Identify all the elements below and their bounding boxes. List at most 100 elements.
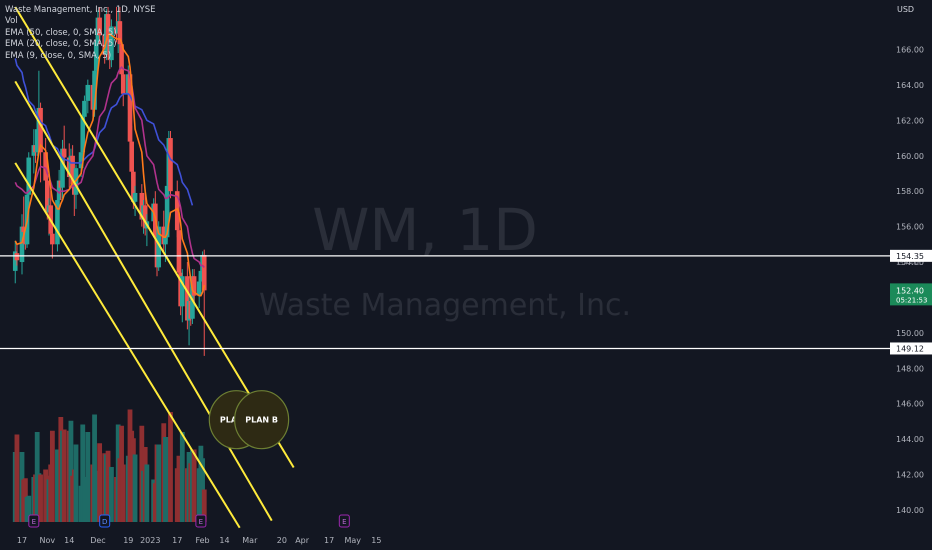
volume-bar [97,443,103,522]
countdown-label: 05:21:53 [896,296,927,304]
volume-bar [168,412,173,522]
candle-body [34,129,40,153]
candle-body [132,192,138,202]
candle-body [131,171,136,202]
volume-bar [80,424,86,522]
candle-body [198,270,204,282]
price-tick-label: 166.00 [896,46,924,55]
price-tick-label: 144.00 [896,435,924,444]
time-tick-label: May [344,536,361,545]
time-tick-label: Mar [242,536,258,545]
candle-body [45,180,50,213]
volume-bar [132,454,138,522]
candle-body [120,74,126,94]
candle-body [55,200,60,245]
candle-body [80,116,86,153]
time-axis[interactable]: 17 Nov 14 Dec 19 2023 17 Feb 14 Mar 20 Apr 17 May 15 [17,536,382,545]
candle-body [185,276,190,321]
time-tick-label: 19 [123,536,133,545]
legend-ema-20[interactable]: EMA (20, close, 0, SMA, 5) [5,39,117,50]
candle-body [201,254,207,291]
volume-bar [179,432,185,522]
candle-body [168,138,173,192]
legend-ema-50[interactable]: EMA (50, close, 0, SMA, 5) [5,27,117,38]
candle-body [142,205,148,229]
channel-line [14,162,241,529]
candle-body [105,14,111,41]
event-marker-label: E [199,518,203,526]
event-marker-label: D [102,518,107,526]
price-tick-label: 164.00 [896,81,924,90]
plan-label: PLAN B [245,416,278,425]
time-tick-label: 2023 [140,536,160,545]
volume-bar [61,429,67,522]
price-tick-label: 158.00 [896,187,924,196]
candle-body [117,21,123,45]
price-tick-label: 156.00 [896,223,924,232]
overlay-tick-label: 154.480 [896,260,921,267]
plan-annotations: PLAN APLAN B [208,390,290,450]
price-tick-label: 146.00 [896,400,924,409]
currency-label[interactable]: USD [897,5,915,14]
candle-body [176,230,182,273]
candle-body [119,44,124,75]
price-tick-label: 142.00 [896,471,924,480]
volume-bar [73,444,79,522]
volume-bar [156,444,162,522]
volume-bar [38,474,43,522]
time-tick-label: 17 [17,536,27,545]
price-axis[interactable]: 140.00 142.00 144.00 146.00 148.00 150.00 152.… [890,0,932,550]
candle-body [161,226,167,245]
time-tick-label: Dec [90,536,105,545]
time-tick-label: 14 [219,536,229,545]
volume-bar [120,464,126,522]
legend-ema-9[interactable]: EMA (9, close, 0, SMA, 5) [5,50,112,61]
candle-body [191,276,197,296]
ema-lines [14,32,206,297]
volume-bar [14,434,20,522]
legend-volume[interactable]: Vol [5,16,18,27]
candle-body [127,74,133,142]
volume-bar [68,420,74,522]
price-tick-label: 162.00 [896,116,924,125]
price-tick-label: 140.00 [896,506,924,515]
horizontal-levels [0,255,890,350]
price-tick-label: 160.00 [896,152,924,161]
volume-bars [12,409,207,522]
candle-body [85,84,91,101]
candle-body [26,157,32,195]
candle-body [93,42,99,71]
candle-body [164,185,170,238]
candle-body [78,152,84,169]
price-axis-bg [890,0,932,550]
candle-body [43,152,48,181]
candle-body [180,276,185,307]
candle-body [156,226,161,268]
symbol-title[interactable]: Waste Management, Inc., 1D, NYSE [5,5,156,15]
candle-body [21,226,26,232]
indicator-legend[interactable]: Waste Management, Inc., 1D, NYSE Vol EMA… [5,5,156,62]
price-tick-label: 154.00 [896,258,924,267]
candle-body [196,281,202,296]
candle-body [60,148,65,188]
event-marker[interactable] [99,514,111,528]
event-marker[interactable] [195,514,207,528]
event-marker[interactable] [28,514,40,528]
candle-body [82,100,87,117]
candle-body [38,107,43,153]
event-marker-label: E [32,518,36,526]
volume-bar [85,432,91,522]
watermark-name: Waste Management, Inc. [259,288,631,323]
candle-body [61,148,67,158]
channel-line [14,6,295,469]
candle-body [190,276,195,319]
time-tick-label: 20 [277,536,287,545]
candle-body [12,251,18,271]
ema-50-line [14,58,194,206]
candle-body [70,155,75,185]
event-marker[interactable] [338,514,350,528]
